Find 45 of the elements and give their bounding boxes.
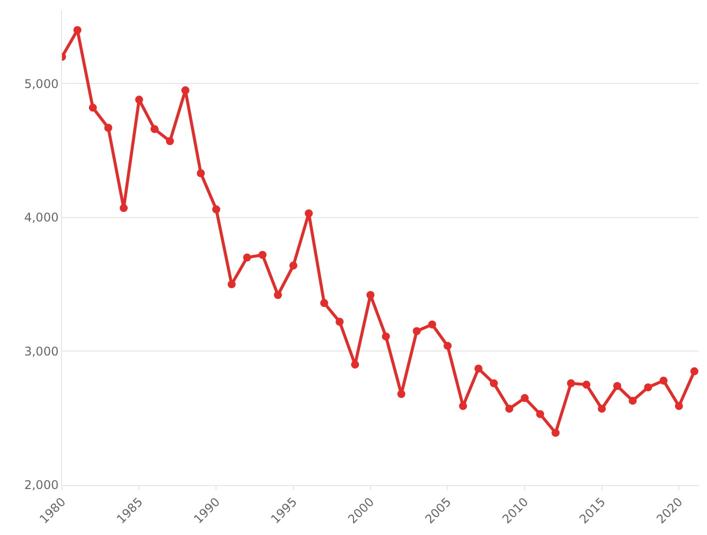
point — [674, 402, 683, 410]
point — [644, 383, 652, 392]
y-tick-label: 5,000 — [24, 76, 59, 91]
point — [243, 254, 252, 262]
point — [582, 380, 590, 389]
point — [474, 364, 482, 373]
point — [212, 205, 220, 214]
point — [397, 390, 406, 398]
point — [150, 125, 159, 134]
point — [73, 26, 82, 34]
point — [536, 410, 544, 418]
point — [258, 250, 267, 259]
point — [382, 332, 390, 340]
point — [366, 291, 374, 299]
point — [613, 382, 622, 390]
point — [181, 86, 190, 94]
point — [289, 262, 298, 270]
point — [566, 379, 575, 388]
point — [166, 137, 174, 146]
point — [320, 299, 328, 308]
y-tick-label: 4,000 — [24, 210, 59, 225]
point — [351, 360, 360, 369]
point — [690, 367, 698, 376]
point — [660, 376, 668, 385]
point — [459, 402, 468, 410]
point — [598, 404, 606, 413]
y-tick-label: 3,000 — [24, 344, 59, 358]
point — [196, 169, 205, 178]
point — [552, 428, 560, 437]
point — [304, 209, 313, 218]
point — [628, 396, 637, 405]
point — [336, 318, 344, 326]
point — [444, 342, 452, 350]
point — [135, 96, 144, 104]
point — [412, 327, 421, 336]
point — [104, 124, 112, 132]
point — [274, 291, 282, 299]
point — [228, 280, 236, 288]
point — [520, 394, 529, 402]
point — [428, 320, 436, 328]
point — [120, 204, 128, 212]
point — [505, 404, 514, 413]
point — [88, 104, 97, 112]
point — [490, 379, 498, 388]
y-tick-label: 2,000 — [24, 478, 59, 492]
